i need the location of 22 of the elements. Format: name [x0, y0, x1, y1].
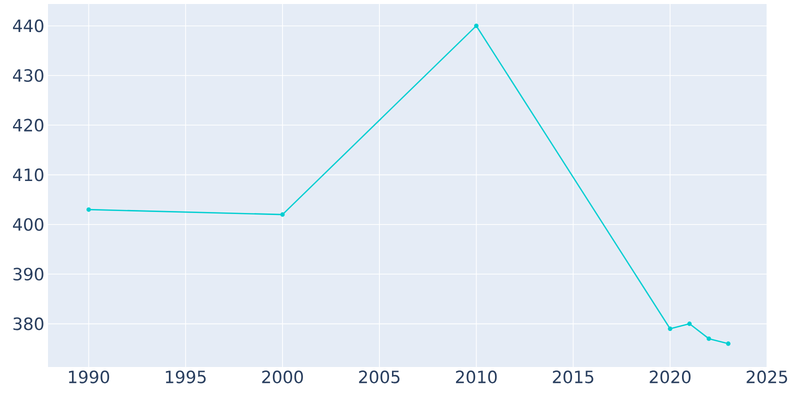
point [280, 212, 285, 217]
x-tick-label: 1995 [166, 370, 206, 384]
x-tick-label: 2005 [359, 370, 400, 384]
x-tick-label: 2025 [746, 370, 788, 384]
x-tick-label: 2010 [456, 370, 497, 384]
x-tick-label: 1990 [69, 370, 110, 384]
point [687, 322, 692, 326]
point [668, 326, 672, 332]
x-tick-label: 2020 [650, 370, 691, 384]
point [474, 24, 479, 28]
point [86, 207, 91, 212]
y-tick-label: 420 [12, 118, 44, 132]
x-tick-label: 2015 [552, 370, 594, 384]
y-tick-label: 430 [12, 69, 44, 82]
y-tick-label: 390 [13, 268, 44, 281]
y-tick-label: 400 [12, 218, 44, 231]
y-tick-label: 440 [12, 19, 44, 32]
y-tick-label: 410 [12, 168, 44, 182]
y-tick-label: 380 [13, 317, 44, 330]
point [726, 341, 730, 346]
x-tick-label: 2000 [262, 370, 303, 384]
point [706, 336, 712, 341]
